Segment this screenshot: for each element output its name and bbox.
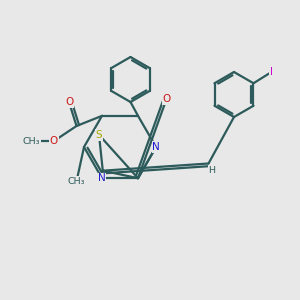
- Text: CH₃: CH₃: [23, 136, 40, 146]
- Text: O: O: [65, 97, 73, 107]
- Text: CH₃: CH₃: [68, 177, 85, 186]
- Text: I: I: [270, 67, 273, 77]
- Text: N: N: [98, 173, 106, 183]
- Text: O: O: [50, 136, 58, 146]
- Text: H: H: [208, 166, 216, 175]
- Text: N: N: [152, 142, 160, 152]
- Text: O: O: [162, 94, 171, 104]
- Text: S: S: [96, 130, 102, 140]
